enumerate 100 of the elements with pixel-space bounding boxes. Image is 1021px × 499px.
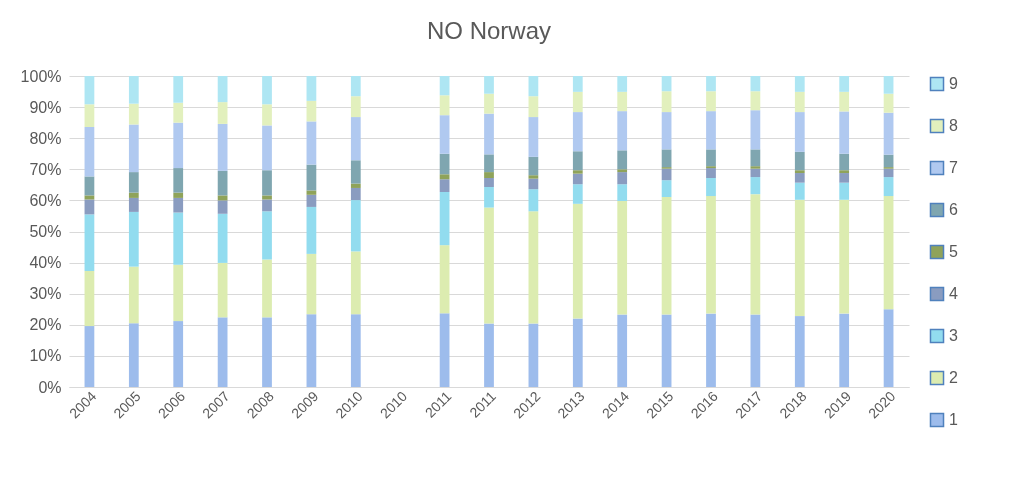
- bar: [617, 201, 628, 315]
- bar: [173, 76, 184, 103]
- bar: [839, 173, 850, 183]
- bar: [572, 203, 583, 319]
- bar: [128, 211, 139, 267]
- bar: [617, 172, 628, 185]
- bar: [794, 170, 805, 174]
- bar: [572, 112, 583, 152]
- bar: [439, 153, 450, 175]
- bar: [572, 151, 583, 171]
- bar: [439, 245, 450, 314]
- y-tick-label: 20%: [29, 316, 62, 334]
- bar: [173, 168, 184, 193]
- bar: [306, 206, 317, 254]
- bar: [706, 91, 716, 112]
- bar: [84, 214, 95, 271]
- bar: [528, 76, 539, 97]
- bar: [484, 178, 494, 188]
- bar: [217, 102, 228, 124]
- bar: [883, 177, 894, 197]
- bar: [750, 314, 761, 387]
- bar: [661, 149, 672, 168]
- bar: [84, 127, 95, 177]
- bar: [839, 313, 850, 387]
- bar: [217, 170, 228, 196]
- bar: [484, 323, 494, 387]
- bar: [350, 96, 361, 118]
- legend-label: 6: [949, 201, 958, 218]
- bar: [262, 104, 272, 126]
- bar: [262, 76, 272, 105]
- bar: [572, 318, 583, 387]
- bar: [706, 168, 716, 179]
- y-tick-label: 0%: [38, 378, 62, 396]
- bar: [661, 314, 672, 387]
- bar: [661, 76, 672, 92]
- bar: [528, 96, 539, 118]
- bar: [528, 211, 539, 324]
- bar: [128, 197, 139, 212]
- bar: [706, 76, 716, 92]
- bar: [528, 323, 539, 387]
- legend-label: 9: [949, 75, 958, 92]
- bar: [750, 110, 761, 150]
- bar: [883, 309, 894, 387]
- bar: [750, 76, 761, 92]
- bar: [839, 170, 850, 174]
- bar: [883, 196, 894, 310]
- bar: [84, 271, 95, 327]
- bar: [750, 166, 761, 169]
- bar: [794, 91, 805, 113]
- legend-label: 4: [949, 285, 958, 302]
- bar: [617, 314, 628, 387]
- legend-label: 2: [949, 369, 958, 386]
- bar: [350, 183, 361, 188]
- bar: [350, 251, 361, 315]
- bar: [262, 199, 272, 212]
- bar: [128, 172, 139, 193]
- y-tick-label: 40%: [29, 254, 62, 272]
- legend-label: 1: [949, 411, 958, 428]
- bar: [572, 76, 583, 92]
- bar: [217, 200, 228, 214]
- y-tick-label: 50%: [29, 223, 62, 240]
- bar: [839, 153, 850, 171]
- bar: [661, 112, 672, 150]
- bar: [572, 91, 583, 113]
- bar: [794, 173, 805, 183]
- bar: [173, 197, 184, 213]
- bar: [173, 321, 184, 387]
- bar: [262, 195, 272, 200]
- bar: [706, 313, 716, 387]
- bar: [484, 187, 494, 208]
- bar: [883, 112, 894, 155]
- bar: [617, 150, 628, 170]
- bar: [794, 316, 805, 387]
- bar: [839, 76, 850, 92]
- bar: [350, 187, 361, 201]
- bar: [128, 323, 139, 387]
- bar: [217, 262, 228, 318]
- bar: [484, 93, 494, 114]
- bar: [173, 264, 184, 322]
- bar: [572, 173, 583, 185]
- bar: [217, 123, 228, 171]
- bar: [439, 179, 450, 192]
- bar: [572, 170, 583, 174]
- bar: [528, 117, 539, 157]
- bar: [173, 122, 184, 169]
- bar: [572, 184, 583, 204]
- bar: [306, 253, 317, 315]
- bar: [439, 95, 450, 116]
- bar: [794, 76, 805, 92]
- bar: [794, 112, 805, 152]
- bar: [794, 182, 805, 200]
- bar: [617, 111, 628, 151]
- bar: [617, 184, 628, 202]
- bar: [84, 176, 95, 196]
- bar: [750, 177, 761, 195]
- legend-label: 8: [949, 117, 958, 134]
- bar: [439, 174, 450, 180]
- legend-label: 3: [949, 327, 958, 344]
- bar: [617, 169, 628, 173]
- chart-title: NO Norway: [426, 17, 552, 44]
